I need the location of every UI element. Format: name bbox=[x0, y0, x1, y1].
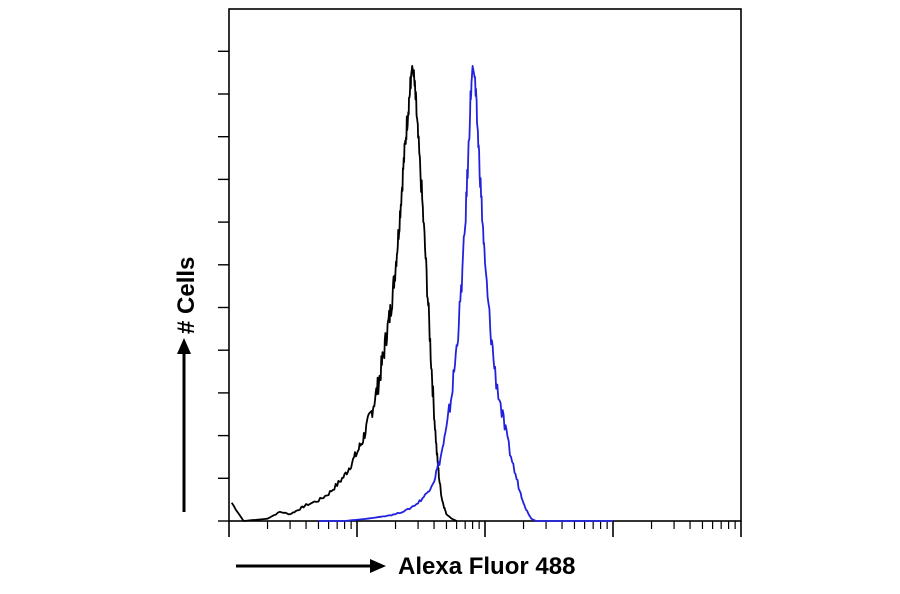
series-line-0 bbox=[230, 65, 458, 522]
series-line-1 bbox=[318, 65, 613, 522]
y-axis-arrow-head bbox=[177, 338, 191, 354]
series-layer bbox=[230, 65, 613, 522]
y-axis-label: # Cells bbox=[173, 257, 200, 334]
x-axis-label: Alexa Fluor 488 bbox=[398, 553, 575, 580]
x-axis-ticks bbox=[228, 521, 742, 537]
x-axis-arrow-head bbox=[370, 559, 386, 573]
y-axis-ticks bbox=[218, 50, 229, 522]
